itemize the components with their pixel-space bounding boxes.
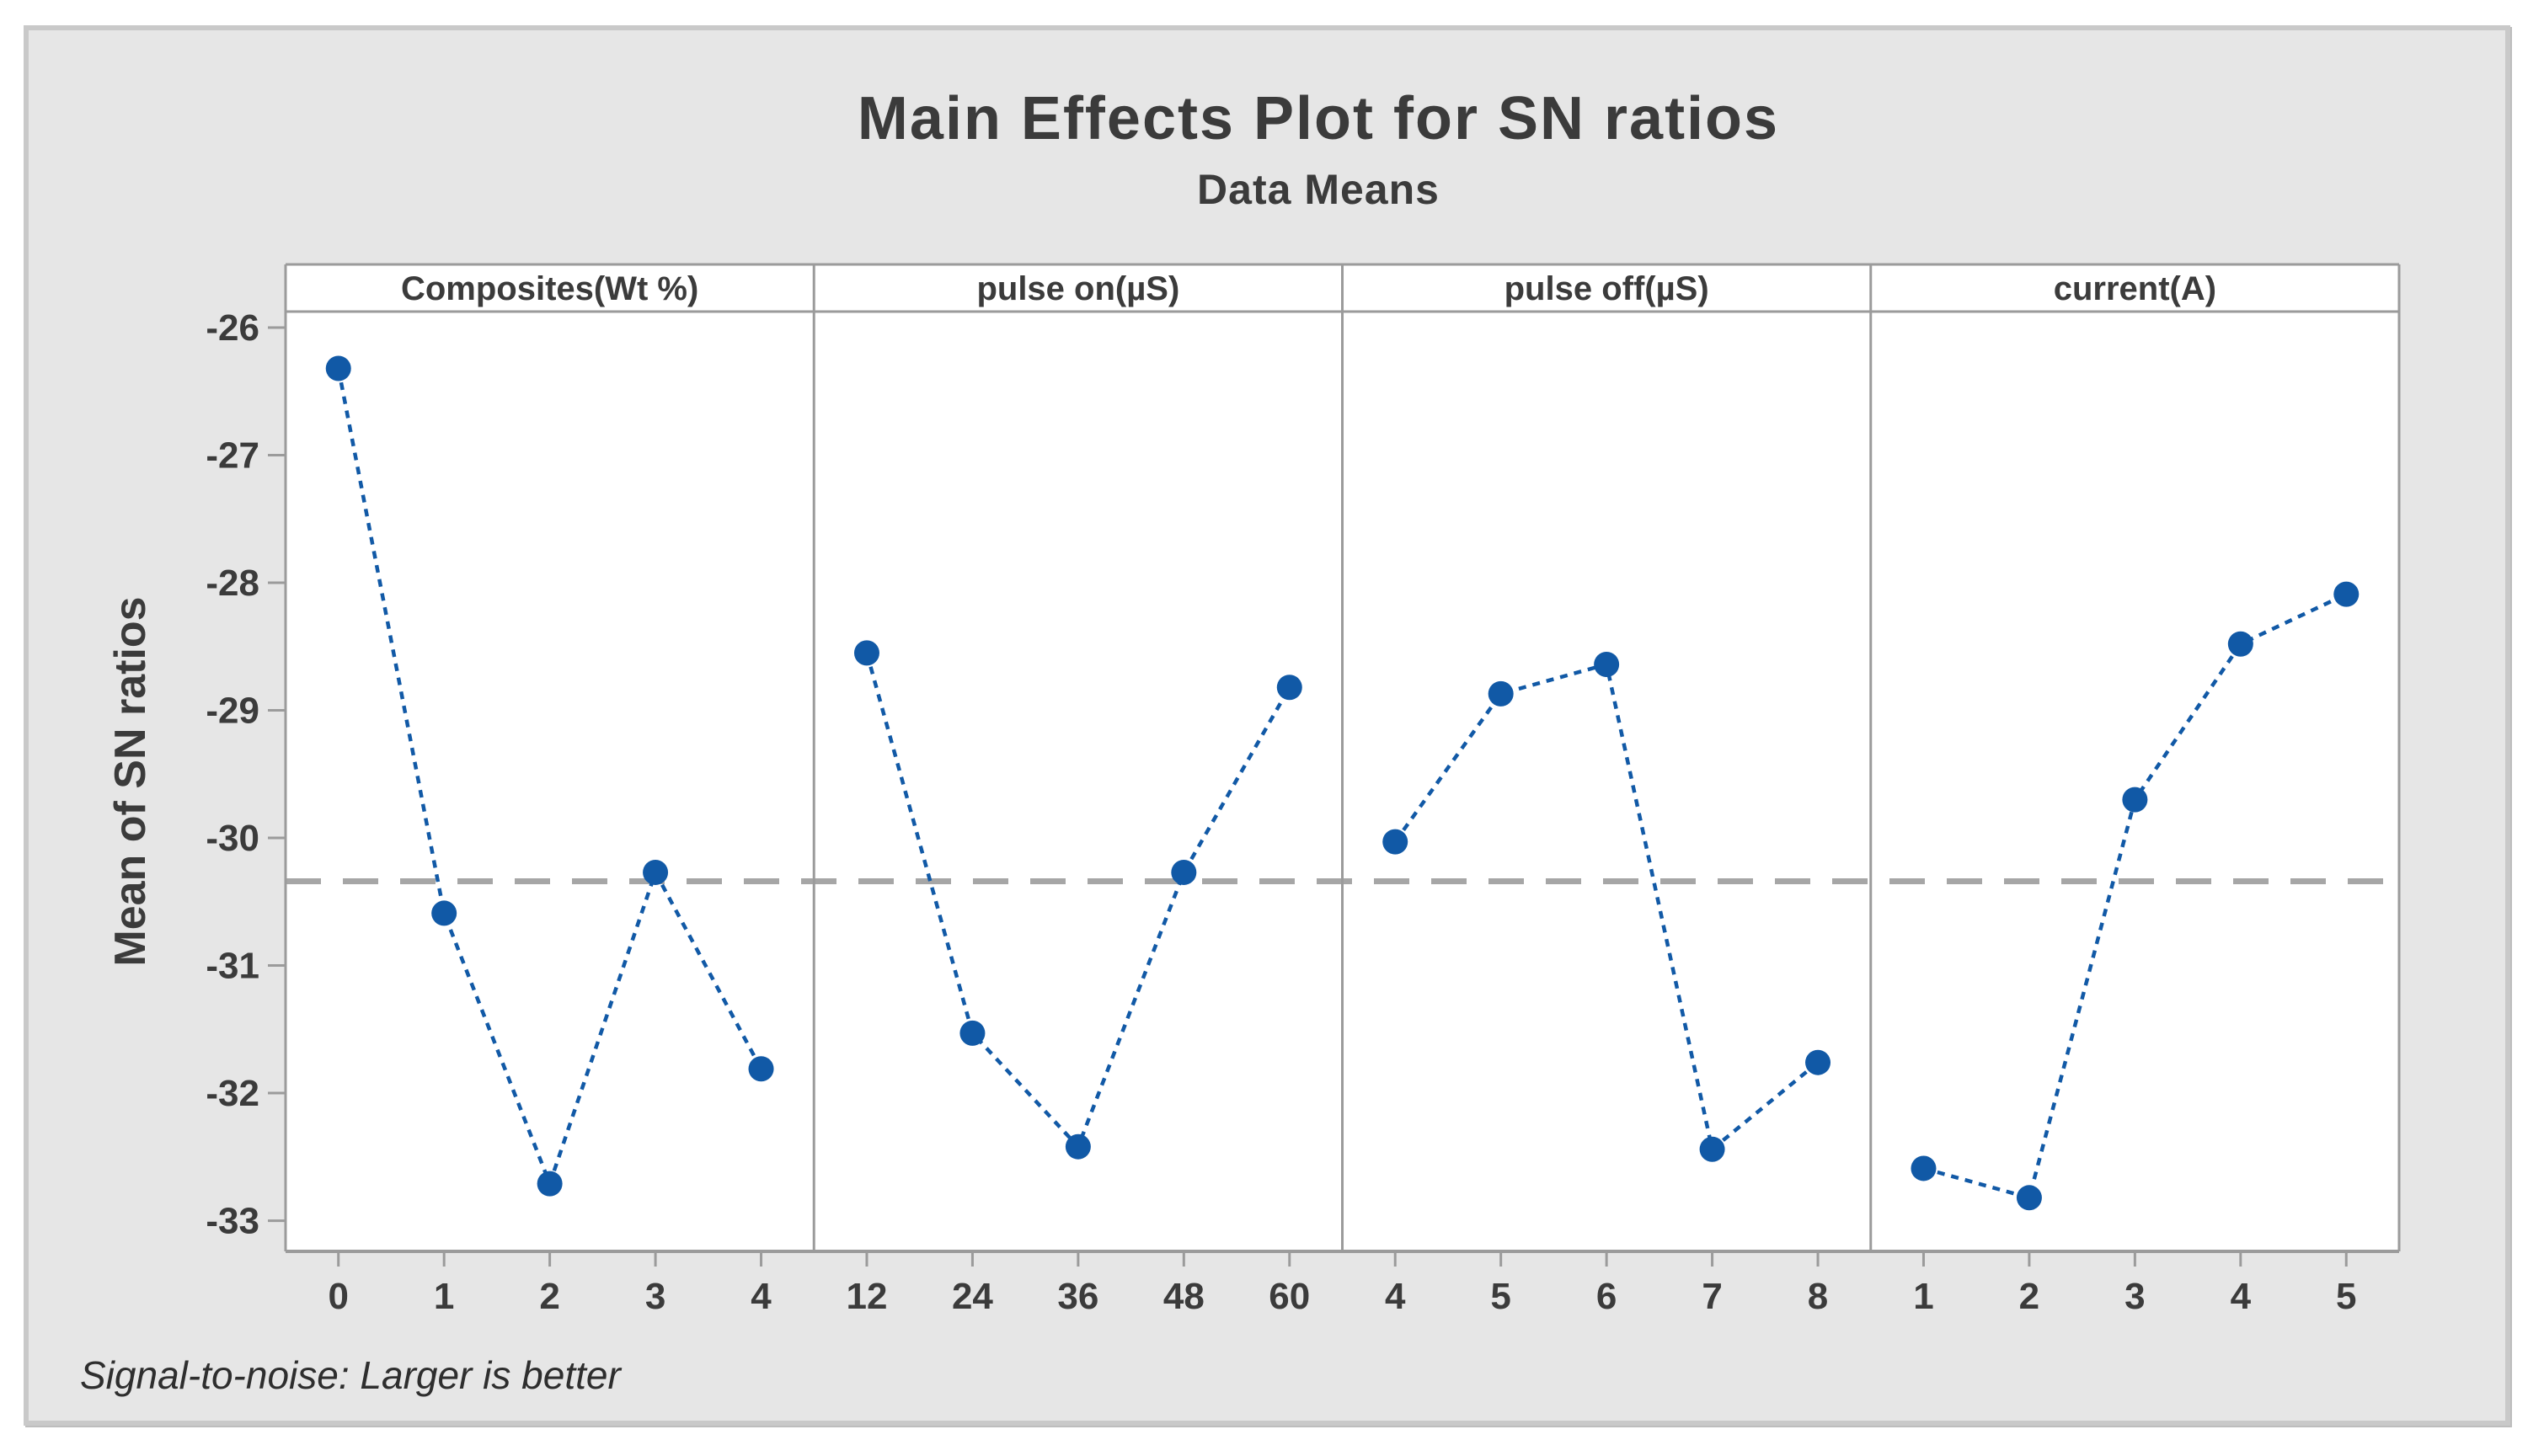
x-tick-label: 4	[751, 1276, 772, 1317]
x-tick-label: 0	[328, 1276, 348, 1317]
x-tick-label: 2	[539, 1276, 559, 1317]
x-tick-label: 7	[1702, 1276, 1722, 1317]
chart-title: Main Effects Plot for SN ratios	[857, 85, 1780, 152]
data-point	[1911, 1155, 1937, 1181]
x-tick-label: 4	[1385, 1276, 1406, 1317]
y-tick-label: -26	[206, 307, 259, 349]
data-point	[2227, 631, 2253, 657]
data-point	[1276, 675, 1302, 701]
x-tick-label: 36	[1057, 1276, 1098, 1317]
data-point	[643, 859, 669, 885]
data-point	[1594, 651, 1620, 677]
x-tick-label: 6	[1596, 1276, 1617, 1317]
x-tick-label: 5	[1490, 1276, 1510, 1317]
data-point	[1805, 1049, 1831, 1075]
data-point	[2016, 1185, 2042, 1211]
data-point	[853, 640, 879, 666]
panel-header-label: pulse off(µS)	[1504, 270, 1709, 307]
x-tick-label: 12	[846, 1276, 887, 1317]
x-tick-label: 1	[1913, 1276, 1933, 1317]
y-tick-label: -30	[206, 818, 259, 859]
x-tick-label: 8	[1808, 1276, 1828, 1317]
data-point	[959, 1020, 986, 1046]
signal-to-noise-footnote: Signal-to-noise: Larger is better	[80, 1353, 621, 1397]
panel-header-label: pulse on(µS)	[976, 270, 1179, 307]
x-tick-label: 48	[1163, 1276, 1205, 1317]
x-tick-label: 3	[645, 1276, 665, 1317]
panel-header-label: current(A)	[2054, 270, 2216, 307]
panel-header-label: Composites(Wt %)	[401, 270, 698, 307]
data-point	[537, 1171, 563, 1197]
data-point	[2333, 581, 2360, 607]
data-point	[431, 900, 457, 926]
data-point	[1382, 829, 1408, 855]
y-tick-label: -33	[206, 1201, 259, 1242]
x-tick-label: 3	[2124, 1276, 2145, 1317]
data-point	[1065, 1133, 1091, 1160]
x-tick-label: 1	[434, 1276, 454, 1317]
x-tick-label: 24	[952, 1276, 993, 1317]
data-point	[1171, 859, 1197, 885]
y-tick-label: -32	[206, 1073, 259, 1114]
data-point	[1699, 1136, 1725, 1162]
data-point	[2122, 787, 2148, 813]
y-tick-label: -29	[206, 691, 259, 732]
data-point	[325, 355, 351, 381]
data-point	[748, 1056, 774, 1082]
x-tick-label: 2	[2019, 1276, 2039, 1317]
x-tick-label: 4	[2231, 1276, 2252, 1317]
chart-subtitle: Data Means	[1197, 166, 1440, 213]
y-tick-label: -28	[206, 563, 259, 604]
y-tick-label: -31	[206, 946, 259, 987]
data-point	[1488, 680, 1514, 707]
x-tick-label: 60	[1269, 1276, 1310, 1317]
y-tick-label: -27	[206, 435, 259, 477]
x-tick-label: 5	[2336, 1276, 2356, 1317]
